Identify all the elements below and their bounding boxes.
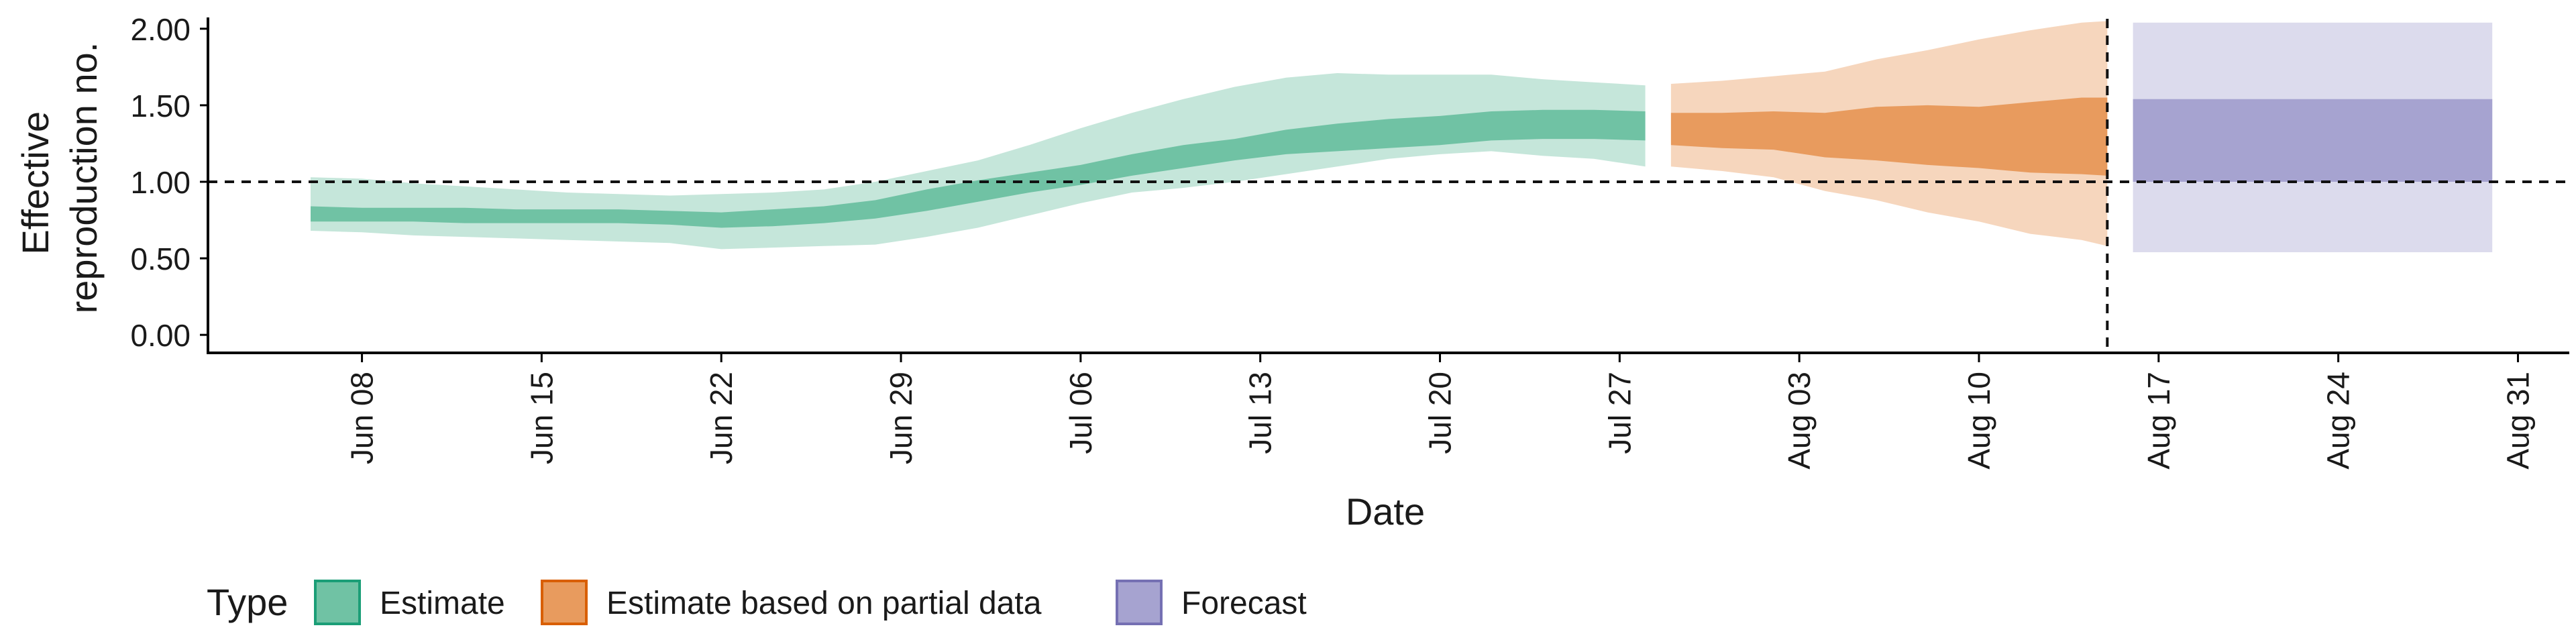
series-estimate [311, 73, 1646, 250]
x-tick-label: Jun 29 [883, 372, 918, 464]
y-axis-label: Effective reproduction no. [14, 42, 105, 314]
forecast-inner-band [2133, 99, 2493, 182]
x-tick-label: Jul 27 [1602, 372, 1637, 454]
x-tick-label: Jul 13 [1243, 372, 1278, 454]
legend-label-estimate-based-on-partial-data: Estimate based on partial data [606, 586, 1042, 621]
band-layer [311, 21, 2493, 252]
estimate-inner-band [311, 109, 1646, 228]
y-tick-label: 1.00 [130, 165, 191, 200]
legend-key-estimate [314, 580, 361, 625]
y-tick-label: 0.00 [130, 318, 191, 353]
reference-lines [208, 19, 2569, 354]
axis-labels: Date Effective reproduction no. [14, 42, 1425, 533]
legend-title: Type [207, 581, 288, 623]
x-tick-label: Jun 15 [524, 372, 559, 464]
legend: Type Estimate Estimate based on partial d… [207, 580, 1307, 625]
estimate-outer-band [311, 73, 1646, 250]
x-tick-label: Aug 24 [2321, 372, 2356, 470]
series-forecast [2133, 22, 2493, 252]
x-tick-label: Jul 06 [1063, 372, 1098, 454]
y-axis-label-line-2: reproduction no. [62, 42, 105, 314]
x-tick-label: Jun 22 [704, 372, 739, 464]
y-tick-label: 2.00 [130, 12, 191, 47]
y-tick-label: 1.50 [130, 89, 191, 123]
x-tick-label: Jul 20 [1423, 372, 1458, 454]
legend-key-estimate-based-on-partial-data [541, 580, 588, 625]
legend-label-estimate: Estimate [380, 586, 505, 621]
y-axis-label-line-1: Effective [14, 111, 56, 255]
x-tick-label: Jun 08 [345, 372, 380, 464]
axes: 0.00 0.50 1.00 1.50 2.00 Jun 08 Jun 15 Jun 22 Ju… [130, 12, 2569, 470]
legend-label-forecast: Forecast [1181, 586, 1307, 621]
legend-key-forecast [1116, 580, 1163, 625]
x-axis-label: Date [1346, 490, 1425, 533]
x-tick-label: Aug 03 [1782, 372, 1817, 470]
x-tick-label: Aug 17 [2141, 372, 2176, 470]
estimate-based-on-partial-data-inner-band [1670, 97, 2108, 176]
y-tick-label: 0.50 [130, 241, 191, 276]
x-tick-label: Aug 10 [1962, 372, 1996, 470]
x-tick-label: Aug 31 [2501, 372, 2536, 470]
series-estimate-based-on-partial-data [1670, 21, 2108, 246]
